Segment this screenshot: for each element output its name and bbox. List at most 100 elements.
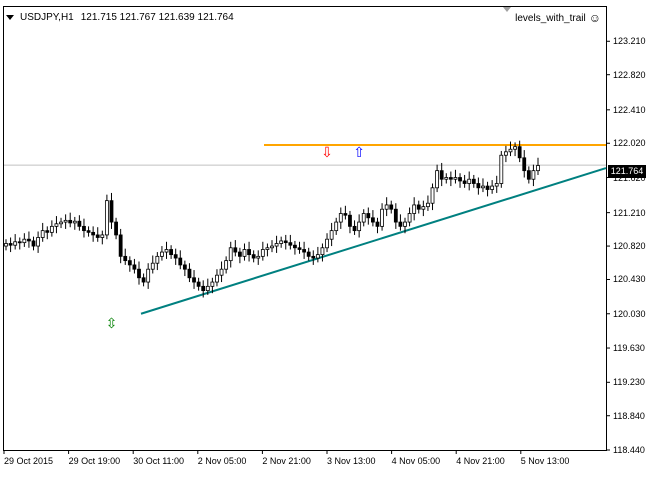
candle-body bbox=[196, 281, 201, 287]
candle-body bbox=[439, 170, 444, 180]
candle-body bbox=[421, 206, 426, 210]
candle-body bbox=[187, 268, 192, 279]
scroll-marker-icon[interactable] bbox=[503, 7, 511, 12]
candle-body bbox=[205, 285, 210, 292]
candle-body bbox=[36, 237, 41, 247]
price-tick-label: 122.820 bbox=[613, 69, 646, 80]
candle-body bbox=[325, 238, 329, 249]
candle-body bbox=[228, 247, 233, 262]
candle-body bbox=[522, 157, 527, 172]
candle-body bbox=[72, 220, 77, 224]
candle-body bbox=[462, 180, 467, 184]
candle-body bbox=[68, 219, 73, 224]
candle-body bbox=[63, 219, 68, 223]
candle-body bbox=[403, 221, 407, 227]
candle-body bbox=[169, 249, 174, 256]
candle-body bbox=[366, 213, 371, 219]
price-tick-label: 119.230 bbox=[613, 377, 645, 388]
candle-body bbox=[237, 251, 242, 257]
time-tick-label: 5 Nov 13:00 bbox=[520, 456, 570, 466]
candle-body bbox=[481, 185, 485, 189]
candle-body bbox=[453, 177, 458, 180]
candle-body bbox=[297, 247, 302, 250]
candle-body bbox=[293, 244, 297, 249]
candle-body bbox=[260, 249, 265, 257]
smiley-icon: ☺ bbox=[588, 11, 601, 25]
candle-body bbox=[22, 238, 27, 244]
candle-body bbox=[178, 257, 183, 266]
candle-body bbox=[485, 185, 490, 190]
candle-body bbox=[370, 217, 375, 223]
price-tick-label: 119.630 bbox=[613, 343, 645, 354]
candle-body bbox=[8, 243, 13, 246]
candle-body bbox=[476, 183, 481, 189]
candle-body bbox=[160, 251, 164, 257]
buy-arrow-icon: ⇧ bbox=[353, 144, 365, 160]
candle-body bbox=[329, 230, 334, 240]
candle-body bbox=[233, 247, 238, 253]
price-tick-label: 120.430 bbox=[613, 274, 646, 285]
candle-body bbox=[27, 238, 31, 242]
candle-body bbox=[104, 200, 109, 236]
candle-body bbox=[435, 170, 440, 189]
price-tick-label: 118.440 bbox=[613, 445, 645, 455]
candle-body bbox=[320, 247, 325, 256]
candle-body bbox=[274, 243, 279, 247]
candle-body bbox=[490, 185, 495, 190]
candle-body bbox=[164, 249, 169, 253]
time-tick-label: 29 Oct 19:00 bbox=[68, 456, 121, 466]
candle-body bbox=[357, 221, 362, 232]
candle-body bbox=[375, 221, 380, 227]
candle-body bbox=[315, 254, 320, 259]
candle-body bbox=[132, 264, 137, 270]
candle-body bbox=[192, 277, 196, 283]
symbol-timeframe: USDJPY,H1 bbox=[20, 11, 74, 23]
candle-body bbox=[517, 146, 522, 159]
time-tick-label: 29 Oct 2015 bbox=[4, 456, 54, 466]
candle-body bbox=[384, 204, 389, 210]
candle-body bbox=[182, 264, 187, 270]
candle-body bbox=[279, 240, 284, 244]
candle-body bbox=[100, 234, 105, 238]
candle-body bbox=[224, 260, 229, 270]
time-tick-label: 3 Nov 13:00 bbox=[327, 456, 376, 466]
candle-body bbox=[348, 214, 352, 227]
candle-body bbox=[513, 146, 517, 150]
price-tick-label: 118.840 bbox=[613, 410, 645, 421]
candle-body bbox=[4, 243, 8, 247]
candle-body bbox=[150, 262, 155, 270]
candle-body bbox=[393, 208, 398, 223]
time-tick-label: 2 Nov 21:00 bbox=[262, 456, 311, 466]
candle-body bbox=[141, 277, 146, 283]
candle-body bbox=[334, 221, 339, 232]
candle-body bbox=[219, 268, 224, 276]
sell-arrow-icon: ⇩ bbox=[321, 144, 333, 160]
price-tick-label: 121.620 bbox=[613, 172, 646, 183]
candle-body bbox=[13, 241, 18, 246]
candle-body bbox=[361, 213, 366, 223]
candle-body bbox=[467, 178, 472, 184]
price-tick-label: 120.030 bbox=[613, 308, 646, 319]
candle-body bbox=[389, 204, 394, 210]
candle-body bbox=[416, 204, 421, 210]
candle-body bbox=[471, 178, 476, 184]
candle-body bbox=[109, 200, 114, 223]
candle-body bbox=[54, 223, 59, 227]
candle-body bbox=[503, 151, 508, 156]
candle-body bbox=[31, 240, 36, 247]
candle-body bbox=[265, 247, 270, 250]
candle-body bbox=[215, 274, 219, 283]
candle-body bbox=[242, 249, 247, 257]
candle-body bbox=[343, 213, 348, 216]
current-price-tag: 121.764 bbox=[608, 165, 646, 178]
price-tick-label: 122.410 bbox=[613, 104, 646, 115]
indicator-label[interactable]: levels_with_trail ☺ bbox=[515, 11, 601, 25]
candle-body bbox=[146, 268, 151, 283]
candle-body bbox=[288, 242, 293, 246]
candle-body bbox=[531, 170, 536, 180]
candle-body bbox=[91, 231, 96, 236]
candle-body bbox=[123, 255, 128, 262]
trend-line[interactable] bbox=[140, 167, 607, 315]
dropdown-triangle-icon[interactable] bbox=[6, 14, 14, 20]
